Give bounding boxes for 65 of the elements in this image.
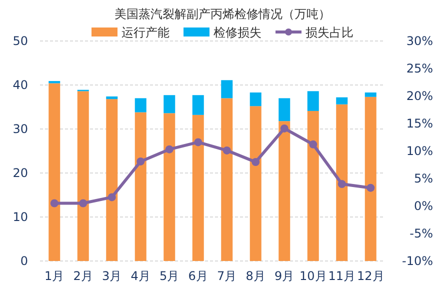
point (222, 146, 231, 154)
y-tick-label: 10 (12, 210, 28, 224)
y2-tick-label: 0% (414, 199, 433, 213)
bar (307, 110, 319, 261)
bar (364, 96, 376, 261)
x-tick-label: 1月 (44, 269, 64, 283)
bar (164, 113, 176, 261)
bar (221, 80, 233, 98)
bar (278, 98, 290, 122)
y2-tick-label: -5% (410, 226, 433, 240)
y2-tick-label: 25% (406, 62, 433, 76)
x-tick-label: 4月 (130, 269, 150, 283)
point (50, 199, 58, 208)
y2-tick-label: 20% (406, 89, 433, 103)
legend-label: 损失占比 (306, 26, 354, 40)
y2-tick-label: 5% (414, 172, 433, 186)
bar (250, 92, 262, 106)
bar (134, 112, 146, 261)
bar (192, 114, 204, 261)
point (338, 180, 346, 188)
bar (134, 98, 146, 112)
y2-tick-label: -10% (402, 254, 433, 268)
x-tick-label: 12月 (356, 269, 384, 283)
point (108, 193, 116, 202)
point (194, 138, 202, 146)
y2-tick-label: 30% (406, 34, 433, 48)
bar (77, 91, 89, 261)
bar (192, 95, 204, 115)
y-tick-label: 40 (12, 78, 28, 92)
y-tick-label: 30 (12, 122, 28, 136)
x-tick-label: 6月 (188, 269, 208, 283)
bar (250, 106, 262, 261)
x-tick-label: 5月 (160, 269, 180, 283)
bar (364, 92, 376, 97)
point (309, 140, 318, 148)
bar (307, 91, 319, 111)
y2-tick-label: 15% (406, 116, 433, 130)
x-tick-label: 10月 (299, 269, 327, 283)
x-tick-label: 7月 (217, 269, 237, 283)
x-tick-label: 2月 (73, 269, 93, 283)
x-tick-label: 11月 (328, 269, 356, 283)
x-tick-label: 9月 (274, 269, 294, 283)
y-tick-label: 50 (12, 34, 28, 48)
bar (278, 121, 290, 261)
bar (336, 97, 348, 104)
bar (106, 96, 118, 100)
point (136, 157, 145, 166)
bar (48, 83, 60, 261)
bar (164, 95, 176, 114)
chart-title: 美国蒸汽裂解副产丙烯检修情况（万吨） (114, 7, 330, 21)
point (366, 184, 375, 192)
y-tick-label: 0 (20, 254, 28, 268)
point (165, 145, 174, 154)
bar (106, 99, 118, 261)
bar (336, 104, 348, 261)
x-tick-label: 8月 (246, 269, 266, 283)
legend-label: 运行产能 (122, 26, 170, 40)
x-tick-label: 3月 (102, 269, 122, 283)
point (252, 158, 260, 166)
point (79, 199, 88, 208)
y2-tick-label: 10% (406, 144, 433, 158)
point (280, 124, 288, 132)
legend-label: 检修损失 (214, 26, 262, 40)
bar (221, 98, 233, 261)
y-tick-label: 20 (12, 166, 28, 180)
